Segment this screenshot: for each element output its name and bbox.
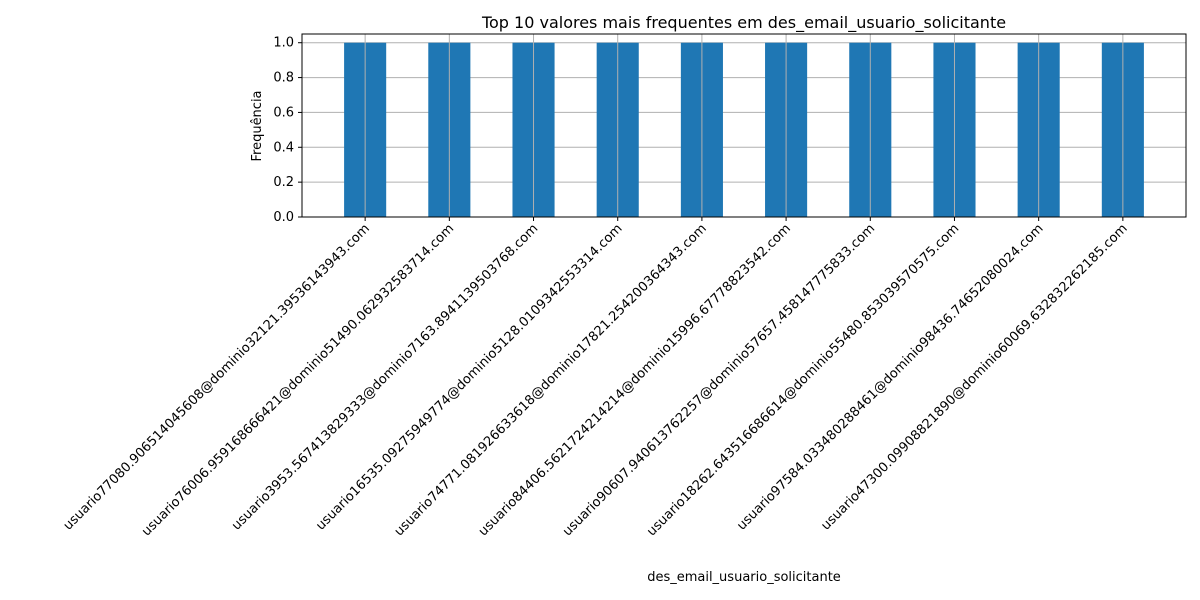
y-tick-label: 0.2	[273, 175, 294, 190]
x-tick-label: usuario18262.643516686614@dominio55480.8…	[644, 221, 962, 539]
y-tick-label: 1.0	[273, 36, 294, 51]
y-tick-label: 0.4	[273, 140, 294, 155]
x-tick-label: usuario76006.959168666421@dominio51490.0…	[139, 221, 457, 539]
plot-frame	[301, 33, 1187, 218]
x-tick-label: usuario3953.567413829333@dominio7163.894…	[229, 221, 541, 533]
x-axis: usuario77080.906514045608@dominio32121.3…	[61, 217, 1131, 539]
x-tick-label: usuario90607.940613762257@dominio57657.4…	[560, 221, 878, 539]
y-tick-label: 0.6	[273, 105, 294, 120]
y-tick-label: 0.0	[273, 210, 294, 225]
x-tick-label: usuario97584.033480288461@dominio98436.7…	[734, 221, 1046, 533]
x-axis-title: des_email_usuario_solicitante	[647, 570, 841, 585]
y-axis-title: Frequência	[250, 90, 265, 161]
y-tick-label: 0.8	[273, 71, 294, 86]
x-tick-label: usuario84406.5621724214214@dominio15996.…	[476, 221, 794, 539]
bar-layer	[344, 42, 1144, 217]
x-tick-label: usuario16535.09275949774@dominio5128.010…	[313, 221, 625, 533]
x-tick-label: usuario77080.906514045608@dominio32121.3…	[61, 221, 373, 533]
x-tick-label: usuario74771.081926633618@dominio17821.2…	[392, 221, 710, 539]
x-tick-label: usuario47300.09908821890@dominio60069.63…	[818, 221, 1130, 533]
y-axis: 0.0 0.2 0.4 0.6 0.8 1.0	[273, 36, 302, 225]
grid-x-layer	[364, 34, 1124, 217]
chart-title: Top 10 valores mais frequentes em des_em…	[481, 13, 1006, 33]
